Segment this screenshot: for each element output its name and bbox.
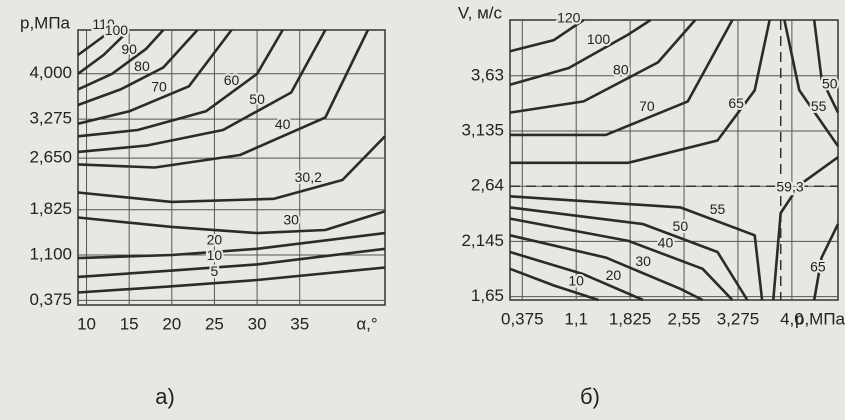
contour-line (509, 195, 764, 301)
contour-line (77, 29, 284, 138)
contour-line (77, 29, 233, 125)
x-tick-label: 15 (120, 314, 139, 333)
contour-label: 80 (134, 58, 150, 74)
x-tick-label: 10 (77, 314, 96, 333)
contour-line (812, 223, 840, 301)
contour-label: 90 (121, 41, 137, 57)
contour-line (509, 234, 704, 302)
contour-label: 59,3 (776, 179, 803, 195)
contour-line (510, 19, 771, 165)
contour-label: 30,2 (295, 169, 322, 185)
contour-line (77, 29, 165, 91)
contour-label: 120 (557, 10, 581, 26)
contour-label: 100 (105, 22, 129, 38)
contour-label: 20 (606, 267, 622, 283)
y-tick-label: 1,65 (471, 286, 504, 305)
contour-label: 10 (568, 272, 584, 288)
contour-label: 20 (207, 232, 223, 248)
contour-label: 60 (224, 72, 240, 88)
contour-line (77, 29, 370, 169)
y-tick-label: 1,825 (29, 199, 72, 218)
x-tick-label: 20 (162, 314, 181, 333)
y-tick-label: 2,64 (471, 176, 504, 195)
contour-line (509, 19, 697, 114)
x-axis-label: α,° (356, 314, 377, 333)
contour-label: 70 (639, 98, 655, 114)
contour-line (77, 135, 386, 204)
contour-line (77, 28, 113, 57)
x-axis-label: р,МПа (795, 309, 845, 328)
contour-line (509, 206, 749, 301)
y-tick-label: 3,63 (471, 65, 504, 84)
contour-label: 50 (673, 218, 689, 234)
contour-label: 110 (92, 16, 115, 32)
contour-line (77, 29, 131, 75)
contour-line (783, 19, 840, 147)
caption: а) (155, 384, 175, 409)
contour-line (509, 267, 599, 302)
y-tick-label: 3,135 (461, 120, 504, 139)
plot-frame (509, 19, 839, 301)
x-tick-label: 3,275 (717, 309, 760, 328)
y-axis-label: р,МПа (20, 13, 71, 32)
contour-label: 55 (710, 201, 726, 217)
contour-line (509, 217, 734, 301)
x-tick-label: 25 (205, 314, 224, 333)
contour-label: 100 (587, 31, 611, 47)
contour-line (510, 19, 734, 137)
x-tick-label: 4,0 (780, 309, 804, 328)
contour-label: 50 (249, 91, 265, 107)
contour-label: 40 (658, 235, 674, 251)
contour-label: 65 (810, 259, 826, 275)
contour-label: 40 (275, 116, 291, 132)
contour-line (77, 29, 327, 154)
caption: б) (580, 384, 600, 409)
contour-line (509, 18, 585, 53)
contour-line (77, 231, 386, 260)
contour-line (77, 29, 199, 107)
contour-line (772, 156, 839, 301)
contour-label: 10 (207, 247, 223, 263)
x-tick-label: 35 (290, 314, 309, 333)
contour-label: 30 (283, 211, 299, 227)
contour-line (812, 19, 840, 114)
contour-line (77, 247, 386, 279)
contour-label: 30 (635, 253, 651, 269)
y-tick-label: 2,145 (461, 231, 504, 250)
contour-label: 5 (211, 263, 219, 279)
y-tick-label: 1,100 (29, 244, 72, 263)
y-tick-label: 4,000 (29, 63, 72, 82)
contour-label: 80 (613, 62, 629, 78)
contour-line (509, 250, 644, 302)
x-tick-label: 1,825 (609, 309, 652, 328)
x-tick-label: 2,55 (667, 309, 700, 328)
contour-line (509, 18, 652, 86)
x-tick-label: 1,1 (564, 309, 588, 328)
contour-label: 55 (811, 98, 827, 114)
contour-label: 70 (151, 78, 167, 94)
y-tick-label: 0,375 (29, 290, 72, 309)
contour-label: 50 (822, 76, 838, 92)
x-tick-label: 30 (248, 314, 267, 333)
x-tick-label: 0,375 (501, 309, 544, 328)
contour-line (77, 210, 386, 235)
contour-line (77, 266, 386, 294)
y-tick-label: 2,650 (29, 148, 72, 167)
y-tick-label: 3,275 (29, 109, 72, 128)
y-axis-label: V, м/с (458, 3, 503, 22)
contour-label: 65 (728, 95, 744, 111)
